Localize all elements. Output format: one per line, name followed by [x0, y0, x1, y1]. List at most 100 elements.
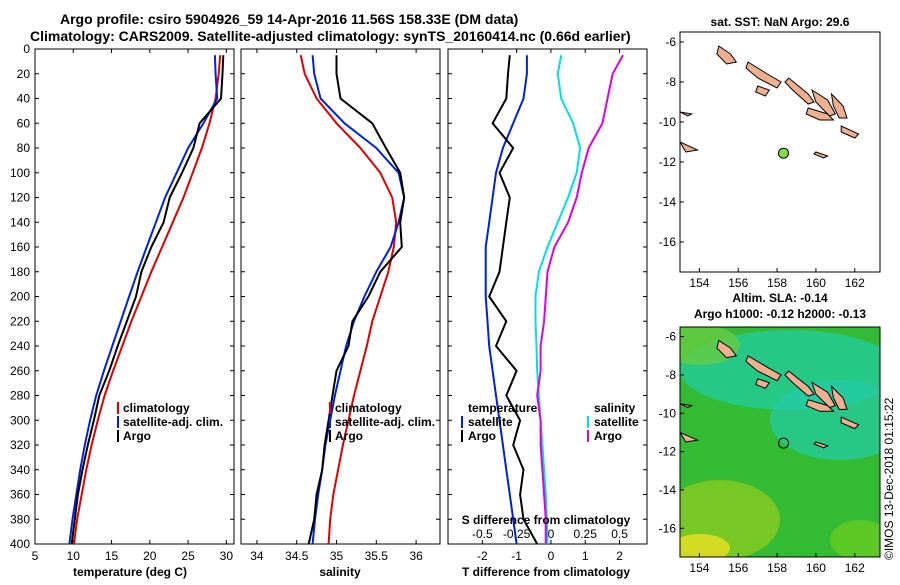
argo-position-marker — [777, 147, 789, 159]
island — [745, 355, 782, 382]
map-y-tick-label: -12 — [659, 445, 677, 459]
difference-panel: -2 -1 0 1 2 -0.5 -0.25 0 0.25 0.5 S difference fr… — [447, 48, 648, 579]
map-x-tick-label: 162 — [845, 561, 865, 575]
map-x-tick-label: 154 — [689, 276, 709, 290]
x-tick-label: 2 — [616, 549, 623, 563]
legend-satellite: satellite-adj. clim. — [123, 415, 223, 429]
sla-field — [680, 327, 880, 557]
y-tick-label: 200 — [10, 290, 30, 304]
sla-map-title-1: Altim. SLA: -0.14 — [732, 291, 828, 305]
x-tick-label: 0 — [548, 549, 555, 563]
temperature-axes — [34, 48, 235, 545]
island — [811, 381, 837, 409]
x-tick-label: 34.5 — [285, 549, 309, 563]
island — [784, 370, 815, 397]
sla-map-frame — [679, 326, 881, 558]
map-y-tick-label: -14 — [659, 483, 677, 497]
island — [813, 151, 829, 159]
y-tick-label: 260 — [10, 364, 30, 378]
t-difference-xlabel: T difference from climatology — [462, 565, 630, 579]
island — [840, 125, 860, 139]
salinity-panel: 34 34.5 35 35.5 36 salinity climatology sate… — [240, 48, 441, 579]
salinity-xlabel: salinity — [319, 565, 361, 579]
island — [716, 45, 738, 65]
y-tick-label: 160 — [10, 240, 30, 254]
s-difference-label: S difference from climatology — [462, 513, 631, 527]
y-tick-label: 60 — [17, 116, 31, 130]
temperature-xlabel: temperature (deg C) — [73, 565, 187, 579]
map-x-tick-label: 160 — [806, 276, 826, 290]
island — [830, 384, 848, 410]
x-tick-label: 36 — [409, 549, 423, 563]
map-x-tick-label: 156 — [728, 276, 748, 290]
map-x-tick-label: 154 — [689, 561, 709, 575]
series-line-argo — [307, 55, 406, 545]
map-y-tick-label: -10 — [659, 115, 677, 129]
series-line-s-satellite — [534, 55, 582, 545]
x-tick-label: 30 — [220, 549, 234, 563]
y-tick-label: 320 — [10, 438, 30, 452]
legend-climatology: climatology — [123, 401, 190, 415]
legend-s-satellite: satellite — [594, 415, 639, 429]
difference-axes — [447, 48, 648, 545]
y-tick-label: 120 — [10, 191, 30, 205]
sla-map: Altim. SLA: -0.14 Argo h1000: -0.12 h200… — [659, 291, 881, 575]
y-tick-label: 400 — [10, 537, 30, 551]
map-x-tick-label: 158 — [767, 276, 787, 290]
island — [680, 403, 694, 409]
argo-position-marker — [777, 437, 789, 449]
map-x-tick-label: 156 — [728, 561, 748, 575]
island — [784, 77, 815, 105]
difference-legend-right: salinity satellite Argo — [587, 401, 639, 443]
title-line-1: Argo profile: csiro 5904926_59 14-Apr-20… — [60, 11, 518, 27]
y-tick-label: 300 — [10, 413, 30, 427]
island — [680, 141, 700, 153]
y-tick-label: 80 — [17, 141, 31, 155]
map-y-tick-label: -6 — [665, 35, 676, 49]
imos-timestamp: ©IMOS 13-Dec-2018 01:15:22 — [882, 397, 896, 560]
x-tick-label: 35 — [330, 549, 344, 563]
map-y-tick-label: -10 — [659, 406, 677, 420]
legend-temperature-title: temperature — [468, 401, 538, 415]
legend-t-argo: Argo — [468, 429, 496, 443]
y-tick-label: 40 — [17, 92, 31, 106]
y-tick-label: 280 — [10, 389, 30, 403]
map-y-tick-label: -6 — [665, 330, 676, 344]
island — [811, 88, 837, 117]
legend-salinity-title: salinity — [594, 401, 636, 415]
map-y-tick-label: -14 — [659, 195, 677, 209]
sla-blob — [680, 534, 730, 557]
x-tick-label: 34 — [250, 549, 264, 563]
island — [755, 378, 771, 389]
temperature-panel: 0 20 40 60 80 100 120 140 160 180 200 220 240 260 280 3… — [10, 42, 235, 579]
x-tick-label: -2 — [477, 549, 488, 563]
s-tick-label: -0.5 — [472, 527, 493, 541]
x-tick-label: 1 — [582, 549, 589, 563]
temperature-legend: climatology satellite-adj. clim. Argo — [117, 401, 223, 443]
salinity-legend: climatology satellite-adj. clim. Argo — [329, 401, 435, 443]
island — [805, 107, 835, 121]
legend-argo: Argo — [123, 429, 151, 443]
series-line-t-argo — [488, 55, 539, 545]
legend-argo: Argo — [335, 429, 363, 443]
y-tick-label: 20 — [17, 67, 31, 81]
legend-s-argo: Argo — [594, 429, 622, 443]
s-tick-label: 0 — [548, 527, 555, 541]
y-tick-label: 340 — [10, 463, 30, 477]
map-y-tick-label: -16 — [659, 235, 677, 249]
salinity-axes — [240, 48, 441, 545]
series-line-climatology — [73, 55, 222, 545]
map-y-tick-label: -8 — [665, 75, 676, 89]
island — [755, 85, 771, 97]
s-tick-label: 0.5 — [611, 527, 628, 541]
y-tick-label: 380 — [10, 512, 30, 526]
x-tick-label: 25 — [181, 549, 195, 563]
series-line-argo — [70, 55, 225, 545]
x-tick-label: 35.5 — [365, 549, 389, 563]
island — [716, 339, 738, 359]
series-line-s-argo — [536, 54, 624, 544]
legend-satellite: satellite-adj. clim. — [335, 415, 435, 429]
y-tick-label: 100 — [10, 166, 30, 180]
y-tick-label: 220 — [10, 314, 30, 328]
